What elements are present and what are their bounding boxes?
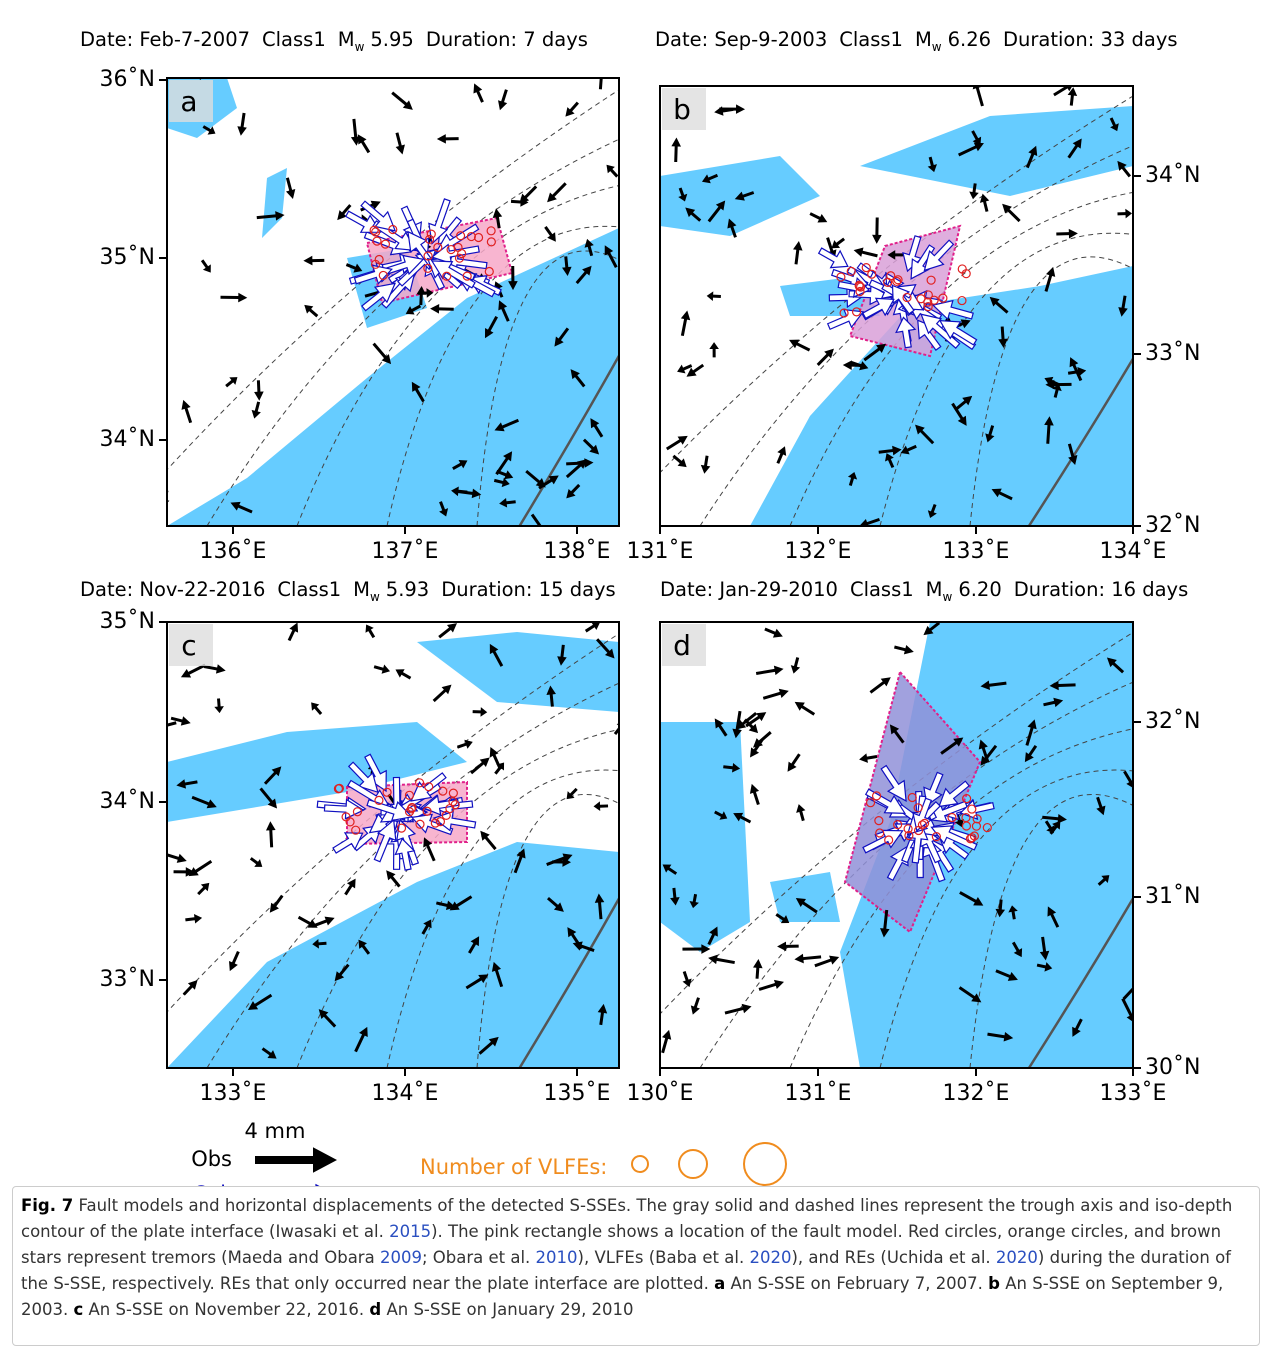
panel-label: c: [181, 629, 196, 662]
header-class: Class1: [277, 578, 341, 601]
header-w: w: [932, 40, 942, 54]
panel-label: b: [673, 93, 691, 126]
header-date: Date: Feb-7-2007: [80, 28, 250, 51]
panel-header: Date: Jan-29-2010 Class1 Mw 6.20 Duration: 1…: [660, 578, 1188, 604]
caption-run: An S-SSE on November 22, 2016.: [83, 1300, 369, 1319]
header-class: Class1: [262, 28, 326, 51]
header-magnitude: 5.93: [386, 578, 429, 601]
caption-run[interactable]: 2010: [536, 1248, 578, 1267]
header-class: Class1: [839, 28, 903, 51]
lon-tick-label: 135˚E: [544, 1081, 611, 1106]
lat-tick-label: 31˚N: [1145, 884, 1200, 909]
lat-tick-label: 36˚N: [100, 67, 155, 92]
header-duration: Duration: 33 days: [1003, 28, 1178, 51]
map: [117, 58, 669, 537]
lat-tick-label: 32˚N: [1145, 513, 1200, 538]
map-panel: a: [117, 58, 669, 537]
header-magnitude: 6.26: [948, 28, 991, 51]
lat-tick-label: 33˚N: [1145, 341, 1200, 366]
lon-tick-label: 134˚E: [1100, 539, 1167, 564]
lat-tick-label: 30˚N: [1145, 1055, 1200, 1080]
caption-run: ), VLFEs (Baba et al.: [578, 1248, 750, 1267]
header-w: w: [943, 590, 953, 604]
panel-label: a: [180, 85, 197, 118]
obs-arrow: [154, 947, 168, 958]
caption-run: a: [714, 1274, 725, 1293]
caption-run: ; Obara et al.: [422, 1248, 536, 1267]
header-m: M: [353, 578, 370, 601]
panel-header: Date: Feb-7-2007 Class1 Mw 5.95 Duration: 7 …: [80, 28, 588, 54]
lat-tick-label: 33˚N: [100, 967, 155, 992]
header-date: Date: Sep-9-2003: [655, 28, 827, 51]
obs-arrow: [255, 1147, 337, 1173]
caption-run: Fig. 7: [21, 1196, 73, 1215]
map: [610, 66, 1183, 528]
lon-tick-label: 134˚E: [372, 1081, 439, 1106]
lon-tick-label: 132˚E: [785, 539, 852, 564]
panel-label: d: [673, 629, 691, 662]
header-duration: Duration: 16 days: [1014, 578, 1189, 601]
header-class: Class1: [850, 578, 914, 601]
lat-tick-label: 34˚N: [100, 427, 155, 452]
vlfe-symbol: [744, 1143, 786, 1185]
header-w: w: [355, 40, 365, 54]
caption: Fig. 7 Fault models and horizontal displ…: [12, 1186, 1260, 1346]
lon-tick-label: 136˚E: [200, 539, 267, 564]
map-panel: c: [117, 602, 669, 1068]
lon-tick-label: 131˚E: [627, 539, 694, 564]
lon-tick-label: 131˚E: [785, 1081, 852, 1106]
header-duration: Duration: 15 days: [441, 578, 616, 601]
lon-tick-label: 133˚E: [943, 539, 1010, 564]
caption-run: ), and REs (Uchida et al.: [791, 1248, 995, 1267]
caption-run: d: [369, 1300, 381, 1319]
map: [610, 602, 1183, 1068]
lon-tick-label: 130˚E: [627, 1081, 694, 1106]
lon-tick-label: 133˚E: [200, 1081, 267, 1106]
caption-run: An S-SSE on February 7, 2007.: [725, 1274, 988, 1293]
lon-tick-label: 137˚E: [372, 539, 439, 564]
caption-run: c: [73, 1300, 83, 1319]
header-date: Date: Nov-22-2016: [80, 578, 265, 601]
lat-tick-label: 32˚N: [1145, 709, 1200, 734]
figure: a Date: Feb-7-2007 Class1 Mw 5.95 Duration: 7…: [0, 0, 1285, 1360]
legend-scale: 4 mm: [245, 1119, 306, 1143]
lat-tick-label: 35˚N: [100, 609, 155, 634]
water: [660, 722, 750, 952]
legend-obs: Obs: [191, 1147, 232, 1171]
lon-tick-label: 138˚E: [544, 539, 611, 564]
lat-tick-label: 34˚N: [100, 789, 155, 814]
map-panel: d: [610, 602, 1183, 1068]
vlfe-symbol: [679, 1150, 707, 1178]
caption-run: b: [988, 1274, 1000, 1293]
header-magnitude: 5.95: [370, 28, 413, 51]
panel-header: Date: Nov-22-2016 Class1 Mw 5.93 Duration: 1…: [80, 578, 616, 604]
lat-tick-label: 35˚N: [100, 245, 155, 270]
caption-run[interactable]: 2020: [749, 1248, 791, 1267]
lon-tick-label: 133˚E: [1100, 1081, 1167, 1106]
caption-run: An S-SSE on January 29, 2010: [381, 1300, 633, 1319]
maps: a Date: Feb-7-2007 Class1 Mw 5.95 Duration: 7…: [0, 0, 1285, 1186]
caption-run[interactable]: 2020: [996, 1248, 1038, 1267]
caption-run[interactable]: 2009: [380, 1248, 422, 1267]
map: [117, 602, 669, 1068]
map-panel: b: [610, 66, 1183, 528]
header-w: w: [370, 590, 380, 604]
vlfe-symbol: [632, 1156, 648, 1172]
header-magnitude: 6.20: [958, 578, 1001, 601]
legend-vlfe-title: Number of VLFEs:: [420, 1155, 607, 1179]
header-duration: Duration: 7 days: [426, 28, 588, 51]
header-m: M: [926, 578, 943, 601]
header-date: Date: Jan-29-2010: [660, 578, 838, 601]
panel-header: Date: Sep-9-2003 Class1 Mw 6.26 Duration: 33…: [655, 28, 1178, 54]
header-m: M: [915, 28, 932, 51]
header-m: M: [338, 28, 355, 51]
caption-run[interactable]: 2015: [389, 1222, 431, 1241]
lon-tick-label: 132˚E: [943, 1081, 1010, 1106]
lat-tick-label: 34˚N: [1145, 163, 1200, 188]
